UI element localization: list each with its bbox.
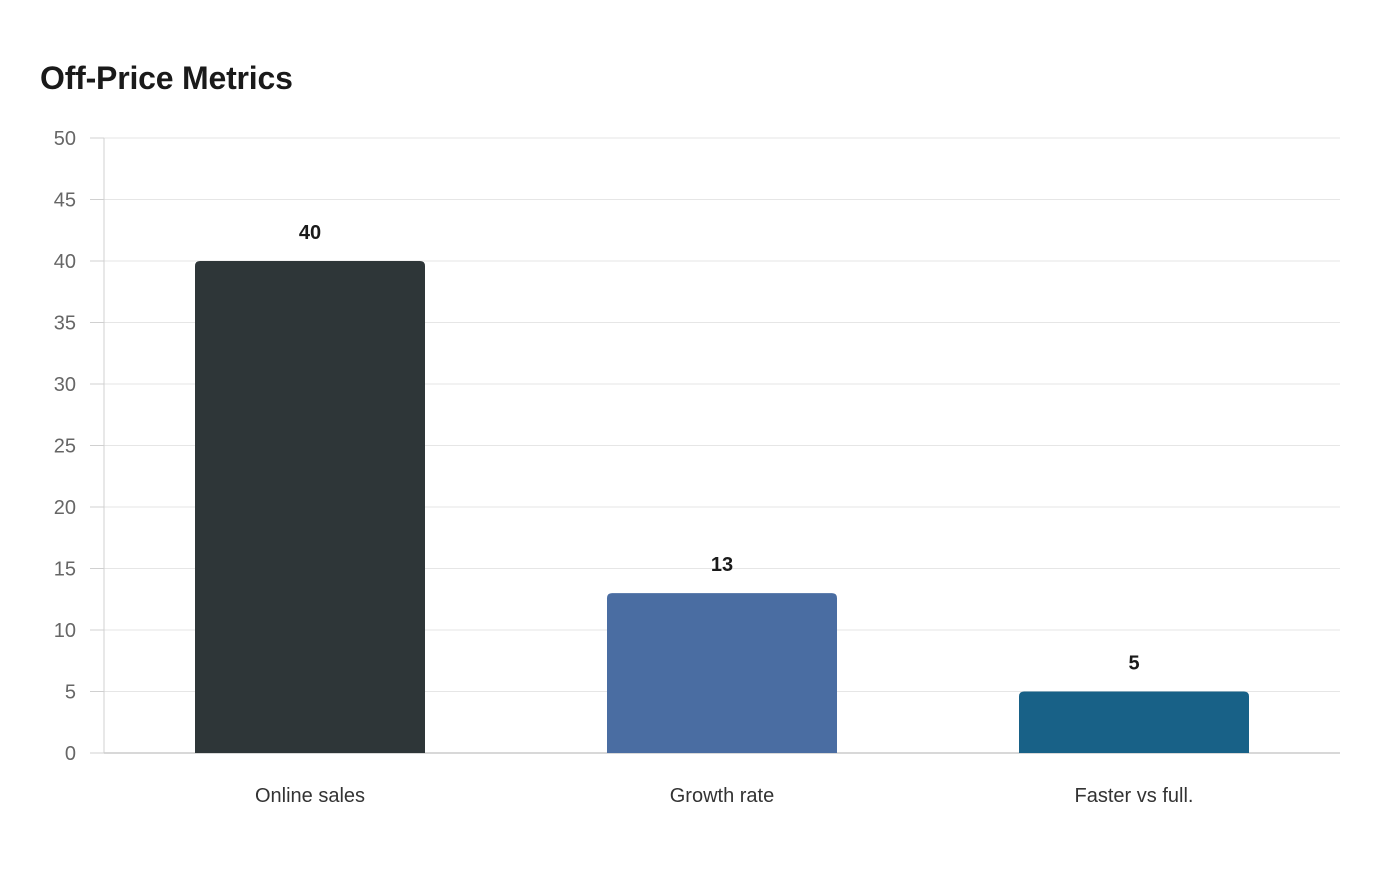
y-tick-label: 45: [54, 190, 76, 212]
y-tick-label: 5: [65, 682, 76, 704]
chart-title: Off-Price Metrics: [40, 60, 293, 96]
y-tick-label: 50: [54, 128, 76, 150]
bar-growth-rate: [607, 593, 837, 753]
bar-online-sales: [195, 261, 425, 753]
y-tick-labels: 0 5 10 15 20 25 30 35 40 45 50: [54, 128, 76, 765]
y-tick-label: 25: [54, 436, 76, 458]
x-category-label: Faster vs full.: [1075, 785, 1194, 807]
x-category-label: Online sales: [255, 785, 365, 807]
y-tick-label: 40: [54, 251, 76, 273]
y-tick-label: 0: [65, 743, 76, 765]
value-labels: 40 13 5: [299, 222, 1140, 675]
bar-value-label: 13: [711, 554, 733, 576]
x-category-label: Growth rate: [670, 785, 774, 807]
y-tick-label: 15: [54, 559, 76, 581]
y-tick-label: 10: [54, 620, 76, 642]
bar-value-label: 40: [299, 222, 321, 244]
bars: [195, 261, 1249, 753]
y-tick-label: 20: [54, 497, 76, 519]
bar-faster-vs-full: [1019, 691, 1249, 753]
y-tick-label: 30: [54, 374, 76, 396]
category-labels: Online sales Growth rate Faster vs full.: [255, 785, 1193, 807]
bar-value-label: 5: [1128, 653, 1139, 675]
y-tick-label: 35: [54, 313, 76, 335]
